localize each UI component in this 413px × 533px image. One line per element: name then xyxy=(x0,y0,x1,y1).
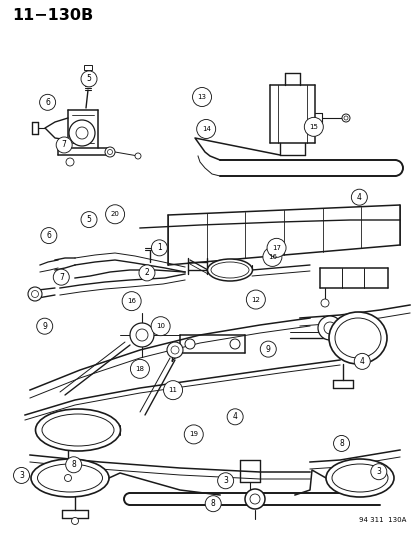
Ellipse shape xyxy=(207,259,252,281)
Text: 7: 7 xyxy=(59,273,64,281)
Text: 4: 4 xyxy=(356,193,361,201)
Text: 16: 16 xyxy=(267,254,276,260)
Text: 7: 7 xyxy=(62,141,66,149)
Text: 6: 6 xyxy=(45,98,50,107)
Circle shape xyxy=(107,149,112,155)
Circle shape xyxy=(304,117,323,136)
Circle shape xyxy=(41,228,57,244)
Circle shape xyxy=(246,290,265,309)
Circle shape xyxy=(71,518,78,524)
Circle shape xyxy=(151,240,167,256)
Ellipse shape xyxy=(334,318,380,358)
Circle shape xyxy=(122,292,141,311)
Circle shape xyxy=(323,322,335,334)
Circle shape xyxy=(135,153,141,159)
Text: 12: 12 xyxy=(251,296,260,303)
Text: 19: 19 xyxy=(189,431,198,438)
Circle shape xyxy=(370,464,386,480)
Circle shape xyxy=(185,339,195,349)
Circle shape xyxy=(130,323,154,347)
Circle shape xyxy=(266,238,285,257)
Text: 16: 16 xyxy=(127,298,136,304)
Circle shape xyxy=(354,353,369,369)
Circle shape xyxy=(56,137,72,153)
Circle shape xyxy=(317,316,341,340)
Ellipse shape xyxy=(36,409,120,451)
Circle shape xyxy=(69,120,95,146)
Text: 11−130B: 11−130B xyxy=(12,8,93,23)
Text: 5: 5 xyxy=(86,215,91,224)
Circle shape xyxy=(227,409,242,425)
Circle shape xyxy=(205,496,221,512)
Circle shape xyxy=(28,287,42,301)
Circle shape xyxy=(230,339,240,349)
Bar xyxy=(84,65,92,70)
Circle shape xyxy=(163,381,182,400)
Circle shape xyxy=(81,71,97,87)
Circle shape xyxy=(31,290,38,297)
Circle shape xyxy=(343,116,347,120)
Text: 8: 8 xyxy=(338,439,343,448)
Circle shape xyxy=(262,247,281,266)
Text: 13: 13 xyxy=(197,94,206,100)
Circle shape xyxy=(320,299,328,307)
Circle shape xyxy=(260,341,275,357)
Circle shape xyxy=(333,435,349,451)
Text: 17: 17 xyxy=(271,245,280,251)
Circle shape xyxy=(217,473,233,489)
Text: 1: 1 xyxy=(157,244,161,252)
Text: 4: 4 xyxy=(359,357,364,366)
Text: 18: 18 xyxy=(135,366,144,372)
Text: 15: 15 xyxy=(309,124,318,130)
Circle shape xyxy=(40,94,55,110)
Text: 11: 11 xyxy=(168,387,177,393)
Circle shape xyxy=(341,114,349,122)
Ellipse shape xyxy=(325,459,393,497)
Text: 9: 9 xyxy=(42,322,47,330)
Ellipse shape xyxy=(328,312,386,364)
Text: 8: 8 xyxy=(71,461,76,469)
Ellipse shape xyxy=(331,464,387,492)
Circle shape xyxy=(105,205,124,224)
Circle shape xyxy=(76,127,88,139)
Text: 2: 2 xyxy=(144,269,149,277)
Text: 3: 3 xyxy=(223,477,228,485)
Circle shape xyxy=(139,265,154,281)
Circle shape xyxy=(37,318,52,334)
Ellipse shape xyxy=(211,262,248,278)
Circle shape xyxy=(81,212,97,228)
Text: 4: 4 xyxy=(232,413,237,421)
Ellipse shape xyxy=(42,414,114,446)
Circle shape xyxy=(244,489,264,509)
Circle shape xyxy=(64,474,71,481)
Circle shape xyxy=(166,342,183,358)
Circle shape xyxy=(105,147,115,157)
Text: 10: 10 xyxy=(156,323,165,329)
Ellipse shape xyxy=(31,459,109,497)
Circle shape xyxy=(66,457,81,473)
Text: 94 311  130A: 94 311 130A xyxy=(358,517,405,523)
Ellipse shape xyxy=(38,464,102,492)
Circle shape xyxy=(249,494,259,504)
Circle shape xyxy=(136,329,147,341)
Text: 5: 5 xyxy=(86,75,91,83)
Text: 14: 14 xyxy=(201,126,210,132)
Text: 3: 3 xyxy=(19,471,24,480)
Text: 6: 6 xyxy=(46,231,51,240)
Circle shape xyxy=(151,317,170,336)
Circle shape xyxy=(66,158,74,166)
Text: 20: 20 xyxy=(110,211,119,217)
Circle shape xyxy=(351,189,366,205)
Circle shape xyxy=(192,87,211,107)
Circle shape xyxy=(130,359,149,378)
Text: 3: 3 xyxy=(375,467,380,476)
Circle shape xyxy=(53,269,69,285)
Circle shape xyxy=(184,425,203,444)
Circle shape xyxy=(196,119,215,139)
Circle shape xyxy=(14,467,29,483)
Circle shape xyxy=(171,346,178,354)
Text: 9: 9 xyxy=(265,345,270,353)
Text: 8: 8 xyxy=(210,499,215,508)
